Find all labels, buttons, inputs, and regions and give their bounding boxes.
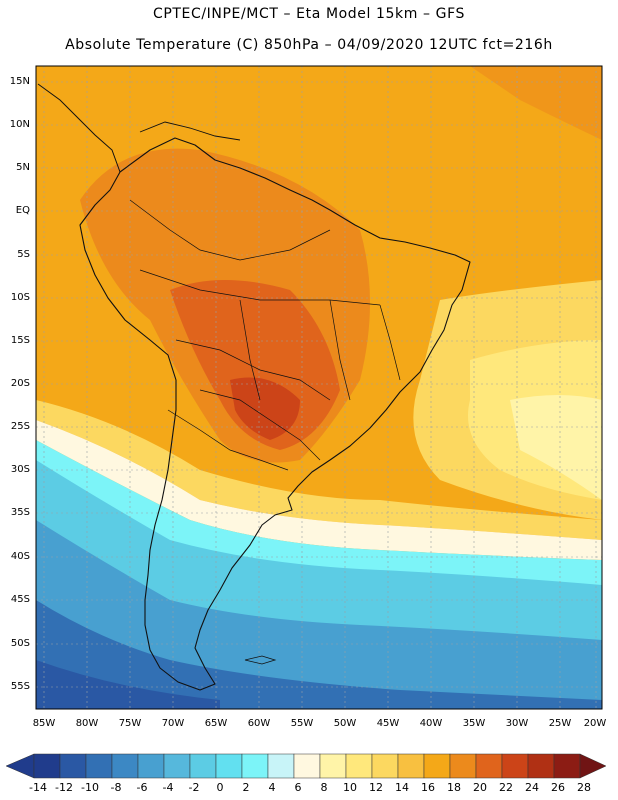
colorbar-swatch — [527, 753, 555, 779]
lon-label: 55W — [290, 718, 314, 729]
lat-label: 15S — [10, 335, 30, 346]
colorbar-swatch — [33, 753, 61, 779]
colorbar-swatch — [267, 753, 295, 779]
lon-label: 75W — [118, 718, 142, 729]
field-cold-deepest — [36, 660, 220, 709]
colorbar-label: -14 — [29, 781, 47, 794]
colorbar-low-arrow — [5, 753, 35, 779]
colorbar-label: 24 — [525, 781, 539, 794]
colorbar-label: 16 — [421, 781, 435, 794]
colorbar-swatch — [449, 753, 477, 779]
lon-label: 20W — [583, 718, 607, 729]
lon-label: 80W — [75, 718, 99, 729]
lon-label: 35W — [462, 718, 486, 729]
lat-label: 5S — [17, 249, 30, 260]
caribbean-outline — [139, 121, 241, 141]
colorbar-swatch — [553, 753, 581, 779]
lon-label: 65W — [204, 718, 228, 729]
field-south-yellow — [36, 400, 602, 540]
map-frame — [35, 65, 603, 710]
lat-label: 10S — [10, 292, 30, 303]
lat-label: 40S — [10, 551, 30, 562]
field-continent-hottest — [230, 377, 300, 440]
colorbar-swatch — [137, 753, 165, 779]
colorbar-label: -6 — [136, 781, 148, 794]
colorbar-label: 4 — [268, 781, 276, 794]
lon-label: 25W — [548, 718, 572, 729]
colorbar-swatch — [189, 753, 217, 779]
field-east-pale — [510, 395, 602, 500]
colorbar-swatch — [345, 753, 373, 779]
lat-label: 10N — [9, 119, 30, 130]
colorbar-swatch — [85, 753, 113, 779]
lon-label: 70W — [161, 718, 185, 729]
lat-label: 5N — [16, 162, 30, 173]
lon-label: 60W — [247, 718, 271, 729]
colorbar-high-arrow — [579, 753, 607, 779]
colorbar-label: 10 — [343, 781, 357, 794]
colorbar-swatch — [59, 753, 87, 779]
field-ne-warm — [470, 66, 602, 140]
lon-label: 50W — [333, 718, 357, 729]
field-south-pale — [36, 420, 602, 560]
colorbar-swatch — [241, 753, 269, 779]
south-america-outline — [79, 137, 471, 691]
colorbar-label: -2 — [188, 781, 200, 794]
lon-label: 85W — [32, 718, 56, 729]
lat-label: EQ — [15, 205, 30, 216]
colorbar-label: 28 — [577, 781, 591, 794]
colorbar-swatch — [371, 753, 399, 779]
colorbar-swatch — [475, 753, 503, 779]
colorbar-label: 18 — [447, 781, 461, 794]
title-line-1: CPTEC/INPE/MCT – Eta Model 15km – GFS — [152, 6, 466, 22]
lon-label: 30W — [505, 718, 529, 729]
colorbar-label: 0 — [216, 781, 224, 794]
lat-label: 30S — [10, 464, 30, 475]
colorbar-label: 20 — [473, 781, 487, 794]
lat-label: 45S — [10, 594, 30, 605]
colorbar-label: 12 — [369, 781, 383, 794]
colorbar — [5, 753, 607, 779]
colorbar-swatch — [215, 753, 243, 779]
colorbar-label: -12 — [55, 781, 73, 794]
colorbar-swatch — [423, 753, 451, 779]
lat-label: 25S — [10, 421, 30, 432]
colorbar-swatch — [501, 753, 529, 779]
colorbar-label: 8 — [320, 781, 328, 794]
title-line-2: Absolute Temperature (C) 850hPa – 04/09/… — [65, 37, 553, 53]
colorbar-label: -10 — [81, 781, 99, 794]
lat-label: 35S — [10, 507, 30, 518]
colorbar-swatch — [111, 753, 139, 779]
lon-label: 40W — [419, 718, 443, 729]
falklands-outline — [244, 655, 277, 665]
lat-label: 55S — [10, 681, 30, 692]
colorbar-swatch — [397, 753, 425, 779]
colorbar-label: 22 — [499, 781, 513, 794]
colorbar-label: 6 — [294, 781, 302, 794]
colorbar-swatch — [163, 753, 191, 779]
colorbar-label: -8 — [110, 781, 122, 794]
colorbar-label: 26 — [551, 781, 565, 794]
colorbar-label: -4 — [162, 781, 174, 794]
colorbar-swatch — [293, 753, 321, 779]
colorbar-label: 14 — [395, 781, 409, 794]
colorbar-swatch — [319, 753, 347, 779]
lon-label: 45W — [376, 718, 400, 729]
colorbar-label: 2 — [242, 781, 250, 794]
lat-label: 20S — [10, 378, 30, 389]
lat-label: 50S — [10, 638, 30, 649]
lat-label: 15N — [9, 76, 30, 87]
central-america-outline — [37, 83, 121, 173]
